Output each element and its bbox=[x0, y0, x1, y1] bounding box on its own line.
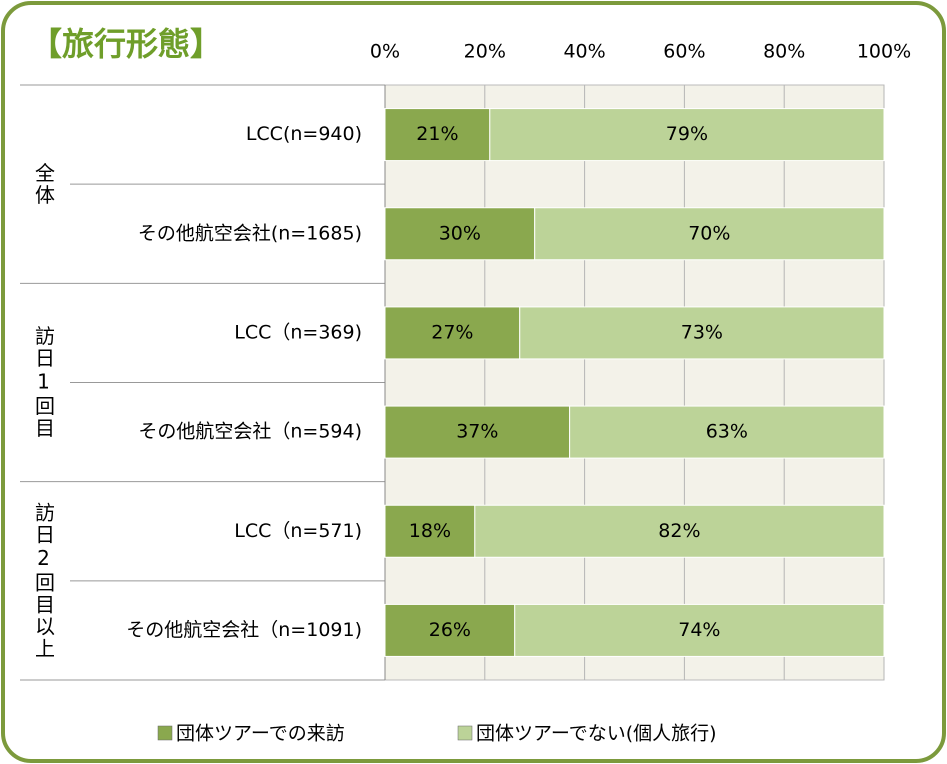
legend-swatch bbox=[457, 725, 473, 741]
bar-segment bbox=[489, 108, 885, 162]
value-label: 63% bbox=[706, 421, 748, 443]
x-tick-label: 20% bbox=[464, 41, 506, 63]
value-label: 82% bbox=[658, 520, 700, 542]
bar-segment bbox=[384, 405, 571, 459]
x-tick-label: 40% bbox=[563, 41, 605, 63]
x-tick-label: 100% bbox=[857, 41, 911, 63]
legend-label: 団体ツアーでない(個人旅行) bbox=[476, 723, 717, 745]
value-label: 18% bbox=[409, 520, 451, 542]
y-tick-label: LCC（n=369) bbox=[234, 321, 362, 343]
plot-area bbox=[384, 84, 885, 681]
bar-segment bbox=[514, 603, 885, 657]
chart-title: 【旅行形態】 bbox=[30, 25, 222, 63]
value-label: 27% bbox=[431, 321, 473, 343]
value-label: 21% bbox=[416, 123, 458, 145]
bar-segment bbox=[569, 405, 885, 459]
x-tick-label: 0% bbox=[370, 41, 400, 63]
bar-segment bbox=[519, 306, 885, 360]
x-tick-label: 80% bbox=[763, 41, 805, 63]
value-label: 79% bbox=[666, 123, 708, 145]
group-label: 訪日2回目以上 bbox=[32, 501, 56, 659]
bar-segment bbox=[384, 603, 516, 657]
bar-segment bbox=[384, 504, 476, 558]
value-label: 37% bbox=[456, 421, 498, 443]
y-tick-label: その他航空会社（n=1091) bbox=[126, 619, 362, 641]
x-tick-label: 60% bbox=[663, 41, 705, 63]
value-label: 70% bbox=[688, 222, 730, 244]
bar-segment bbox=[474, 504, 885, 558]
group-label: 全体 bbox=[32, 162, 56, 206]
value-label: 26% bbox=[429, 619, 471, 641]
value-label: 74% bbox=[678, 619, 720, 641]
bar-segment bbox=[384, 108, 491, 162]
bar-segment bbox=[534, 207, 885, 261]
y-tick-label: その他航空会社（n=594) bbox=[138, 421, 362, 443]
bar-segment bbox=[384, 207, 536, 261]
legend-label: 団体ツアーでの来訪 bbox=[176, 723, 345, 745]
y-tick-label: LCC(n=940) bbox=[246, 123, 362, 145]
legend-swatch bbox=[157, 725, 173, 741]
y-tick-label: LCC（n=571) bbox=[234, 520, 362, 542]
group-label: 訪日1回目 bbox=[32, 325, 56, 439]
value-label: 30% bbox=[439, 222, 481, 244]
value-label: 73% bbox=[681, 321, 723, 343]
y-tick-label: その他航空会社(n=1685) bbox=[138, 222, 362, 244]
